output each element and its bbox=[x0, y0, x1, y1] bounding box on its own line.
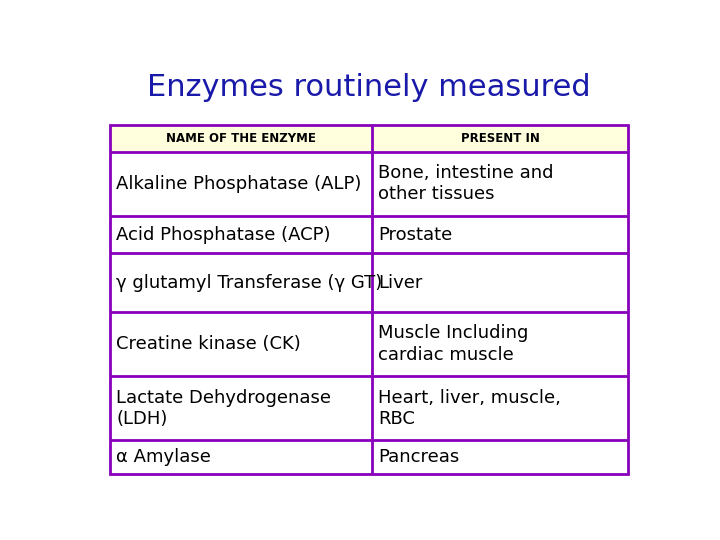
Text: γ glutamyl Transferase (γ GT): γ glutamyl Transferase (γ GT) bbox=[116, 274, 382, 292]
Text: α Amylase: α Amylase bbox=[116, 448, 211, 467]
Text: Pancreas: Pancreas bbox=[379, 448, 460, 467]
Bar bbox=[109, 125, 629, 474]
Text: Alkaline Phosphatase (ALP): Alkaline Phosphatase (ALP) bbox=[116, 174, 361, 193]
Text: Liver: Liver bbox=[379, 274, 423, 292]
Text: Muscle Including
cardiac muscle: Muscle Including cardiac muscle bbox=[379, 325, 529, 364]
Text: Bone, intestine and
other tissues: Bone, intestine and other tissues bbox=[379, 164, 554, 204]
Text: Heart, liver, muscle,
RBC: Heart, liver, muscle, RBC bbox=[379, 389, 562, 428]
Bar bbox=[109, 125, 629, 152]
Text: Creatine kinase (CK): Creatine kinase (CK) bbox=[116, 335, 301, 353]
Text: Enzymes routinely measured: Enzymes routinely measured bbox=[147, 73, 591, 102]
Text: PRESENT IN: PRESENT IN bbox=[461, 132, 539, 145]
Text: Prostate: Prostate bbox=[379, 226, 453, 244]
Text: Acid Phosphatase (ACP): Acid Phosphatase (ACP) bbox=[116, 226, 330, 244]
Text: NAME OF THE ENZYME: NAME OF THE ENZYME bbox=[166, 132, 315, 145]
Text: Lactate Dehydrogenase
(LDH): Lactate Dehydrogenase (LDH) bbox=[116, 389, 331, 428]
